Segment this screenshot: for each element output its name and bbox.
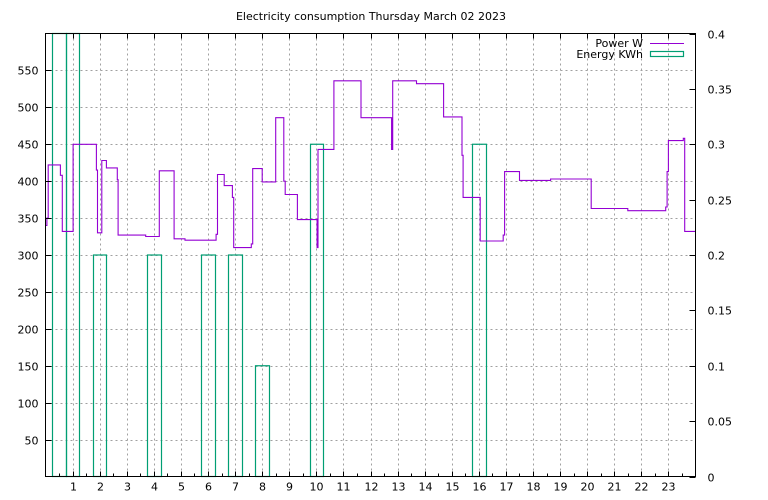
y-tick-label: 350	[18, 213, 39, 226]
legend-label-energy: Energy KWh	[576, 48, 643, 61]
x-tick-label: 15	[446, 481, 460, 494]
x-tick-label: 22	[635, 481, 649, 494]
y2-tick-label: 0.35	[708, 84, 733, 97]
y2-tick-label: 0.2	[708, 250, 726, 263]
x-tick-label: 8	[259, 481, 266, 494]
y-tick-label: 500	[18, 102, 39, 115]
y-tick-label: 450	[18, 139, 39, 152]
x-tick-label: 12	[365, 481, 379, 494]
x-tick-label: 13	[392, 481, 406, 494]
x-tick-label: 4	[151, 481, 158, 494]
x-tick-label: 19	[554, 481, 568, 494]
x-tick-label: 18	[527, 481, 541, 494]
x-tick-label: 1	[70, 481, 77, 494]
y-tick-label: 400	[18, 176, 39, 189]
y-tick-label: 50	[25, 435, 39, 448]
x-tick-label: 20	[581, 481, 595, 494]
x-tick-label: 5	[178, 481, 185, 494]
energy-bar	[227, 254, 244, 478]
y2-tick-label: 0.1	[708, 361, 726, 374]
y-tick-label: 250	[18, 287, 39, 300]
legend-swatch-energy	[649, 50, 685, 58]
x-tick-label: 6	[205, 481, 212, 494]
axes: 1 2 3 4 5 6 7 8 9 10 11 12 13 14 15 16 17 18 19 20 21 22 23501…	[18, 29, 733, 494]
x-tick-label: 23	[662, 481, 676, 494]
x-tick-label: 16	[473, 481, 487, 494]
legend: Power W Energy KWh	[576, 37, 685, 61]
y-tick-label: 100	[18, 398, 39, 411]
x-tick-label: 17	[500, 481, 514, 494]
y2-tick-label: 0.4	[708, 29, 726, 42]
grid	[45, 33, 696, 477]
y2-tick-label: 0.25	[708, 195, 733, 208]
x-tick-label: 10	[310, 481, 324, 494]
y-tick-label: 300	[18, 250, 39, 263]
legend-label-power: Power W	[595, 37, 643, 50]
x-tick-label: 2	[97, 481, 104, 494]
x-tick-label: 11	[337, 481, 351, 494]
energy-bar	[200, 254, 217, 478]
x-tick-label: 9	[286, 481, 293, 494]
chart-title: Electricity consumption Thursday March 0…	[236, 10, 506, 23]
x-tick-label: 21	[608, 481, 622, 494]
power-line-layer	[45, 80, 696, 249]
x-tick-label: 3	[124, 481, 131, 494]
energy-bar	[146, 254, 163, 478]
power-line	[45, 80, 696, 249]
y2-tick-label: 0	[708, 472, 715, 485]
energy-bar	[51, 32, 68, 478]
energy-bar	[92, 254, 108, 478]
y2-tick-label: 0.05	[708, 416, 733, 429]
y-tick-label: 550	[18, 65, 39, 78]
y-tick-label: 200	[18, 324, 39, 337]
y2-tick-label: 0.15	[708, 305, 733, 318]
y2-tick-label: 0.3	[708, 139, 726, 152]
y-tick-label: 150	[18, 361, 39, 374]
x-tick-label: 7	[232, 481, 239, 494]
x-tick-label: 14	[419, 481, 433, 494]
